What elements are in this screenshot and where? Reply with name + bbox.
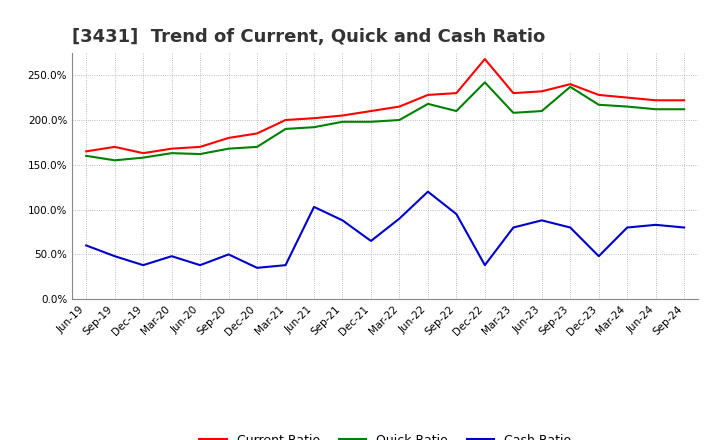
Current Ratio	[509, 91, 518, 96]
Current Ratio	[595, 92, 603, 98]
Current Ratio	[452, 91, 461, 96]
Line: Quick Ratio: Quick Ratio	[86, 82, 684, 160]
Current Ratio	[566, 81, 575, 87]
Quick Ratio	[310, 125, 318, 130]
Current Ratio	[167, 146, 176, 151]
Cash Ratio	[480, 263, 489, 268]
Quick Ratio	[623, 104, 631, 109]
Current Ratio	[110, 144, 119, 150]
Current Ratio	[395, 104, 404, 109]
Quick Ratio	[566, 84, 575, 89]
Line: Cash Ratio: Cash Ratio	[86, 192, 684, 268]
Text: [3431]  Trend of Current, Quick and Cash Ratio: [3431] Trend of Current, Quick and Cash …	[72, 28, 545, 46]
Current Ratio	[366, 108, 375, 114]
Current Ratio	[480, 56, 489, 62]
Quick Ratio	[395, 117, 404, 123]
Cash Ratio	[595, 253, 603, 259]
Quick Ratio	[452, 108, 461, 114]
Quick Ratio	[480, 80, 489, 85]
Current Ratio	[196, 144, 204, 150]
Quick Ratio	[423, 101, 432, 106]
Cash Ratio	[395, 216, 404, 221]
Cash Ratio	[139, 263, 148, 268]
Cash Ratio	[282, 263, 290, 268]
Quick Ratio	[167, 150, 176, 156]
Current Ratio	[310, 116, 318, 121]
Quick Ratio	[110, 158, 119, 163]
Current Ratio	[139, 150, 148, 156]
Quick Ratio	[537, 108, 546, 114]
Quick Ratio	[82, 153, 91, 158]
Cash Ratio	[110, 253, 119, 259]
Cash Ratio	[452, 212, 461, 217]
Quick Ratio	[338, 119, 347, 125]
Cash Ratio	[366, 238, 375, 244]
Current Ratio	[225, 135, 233, 140]
Quick Ratio	[282, 126, 290, 132]
Current Ratio	[253, 131, 261, 136]
Current Ratio	[282, 117, 290, 123]
Quick Ratio	[652, 106, 660, 112]
Cash Ratio	[253, 265, 261, 271]
Current Ratio	[338, 113, 347, 118]
Quick Ratio	[509, 110, 518, 115]
Quick Ratio	[366, 119, 375, 125]
Cash Ratio	[338, 218, 347, 223]
Current Ratio	[680, 98, 688, 103]
Quick Ratio	[225, 146, 233, 151]
Line: Current Ratio: Current Ratio	[86, 59, 684, 153]
Cash Ratio	[225, 252, 233, 257]
Current Ratio	[652, 98, 660, 103]
Cash Ratio	[680, 225, 688, 230]
Current Ratio	[423, 92, 432, 98]
Current Ratio	[537, 89, 546, 94]
Quick Ratio	[595, 102, 603, 107]
Quick Ratio	[680, 106, 688, 112]
Cash Ratio	[167, 253, 176, 259]
Cash Ratio	[82, 243, 91, 248]
Legend: Current Ratio, Quick Ratio, Cash Ratio: Current Ratio, Quick Ratio, Cash Ratio	[199, 433, 571, 440]
Current Ratio	[623, 95, 631, 100]
Cash Ratio	[423, 189, 432, 194]
Quick Ratio	[196, 151, 204, 157]
Cash Ratio	[652, 222, 660, 227]
Cash Ratio	[310, 204, 318, 209]
Cash Ratio	[509, 225, 518, 230]
Quick Ratio	[139, 155, 148, 160]
Current Ratio	[82, 149, 91, 154]
Quick Ratio	[253, 144, 261, 150]
Cash Ratio	[196, 263, 204, 268]
Cash Ratio	[537, 218, 546, 223]
Cash Ratio	[566, 225, 575, 230]
Cash Ratio	[623, 225, 631, 230]
